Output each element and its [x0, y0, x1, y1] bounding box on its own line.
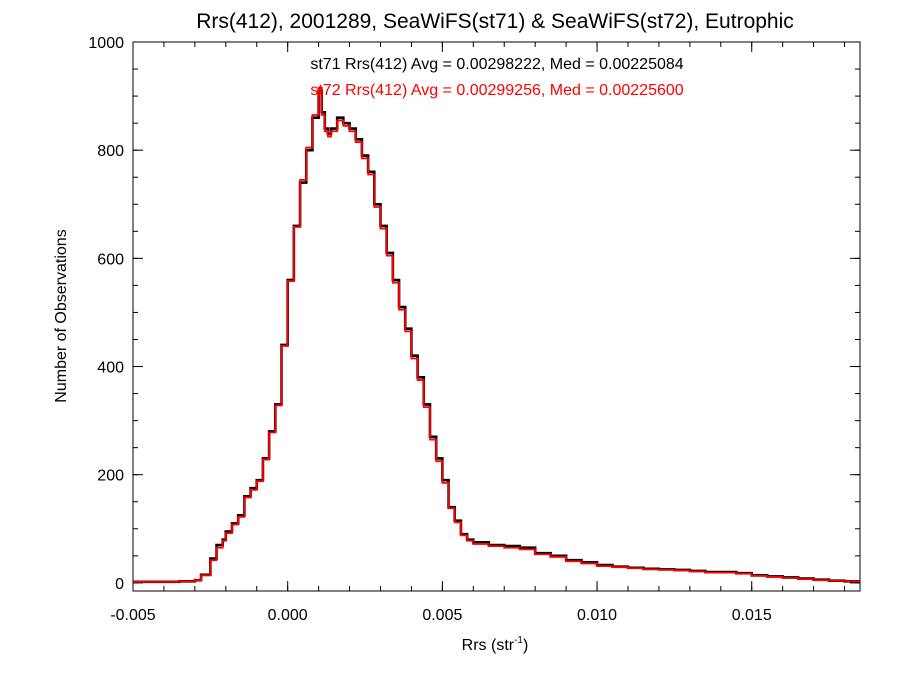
y-axis-label: Number of Observations — [53, 229, 70, 402]
x-axis-label-superscript: -1 — [514, 635, 523, 646]
annotation-st72: st72 Rrs(412) Avg = 0.00299256, Med = 0.… — [310, 82, 683, 99]
annotation-st71: st71 Rrs(412) Avg = 0.00298222, Med = 0.… — [310, 56, 683, 73]
series-line-st72 — [133, 87, 860, 583]
y-tick-label: 800 — [97, 143, 124, 160]
plot-area-frame — [132, 41, 861, 592]
x-tick-label: 0.010 — [577, 607, 617, 624]
chart-title: Rrs(412), 2001289, SeaWiFS(st71) & SeaWi… — [196, 10, 794, 33]
y-tick-label: 0 — [115, 576, 124, 593]
series-line-st71 — [133, 89, 860, 584]
x-axis-label-main: Rrs (str — [462, 637, 515, 654]
x-axis-label-close: ) — [523, 637, 528, 654]
x-tick-label: 0.015 — [732, 607, 772, 624]
y-tick-label: 400 — [97, 360, 124, 377]
series-layer — [133, 87, 860, 584]
y-tick-label: 1000 — [88, 35, 124, 52]
y-axis: 0 200 400 600 800 1000 — [88, 35, 860, 593]
x-tick-label: 0.005 — [422, 607, 462, 624]
x-tick-label: -0.005 — [110, 607, 155, 624]
y-tick-label: 600 — [97, 251, 124, 268]
x-axis: -0.005 0.000 0.005 0.010 0.015 — [110, 42, 846, 624]
x-axis-label: Rrs (str-1) — [462, 635, 529, 654]
x-tick-label: 0.000 — [268, 607, 308, 624]
y-tick-label: 200 — [97, 468, 124, 485]
